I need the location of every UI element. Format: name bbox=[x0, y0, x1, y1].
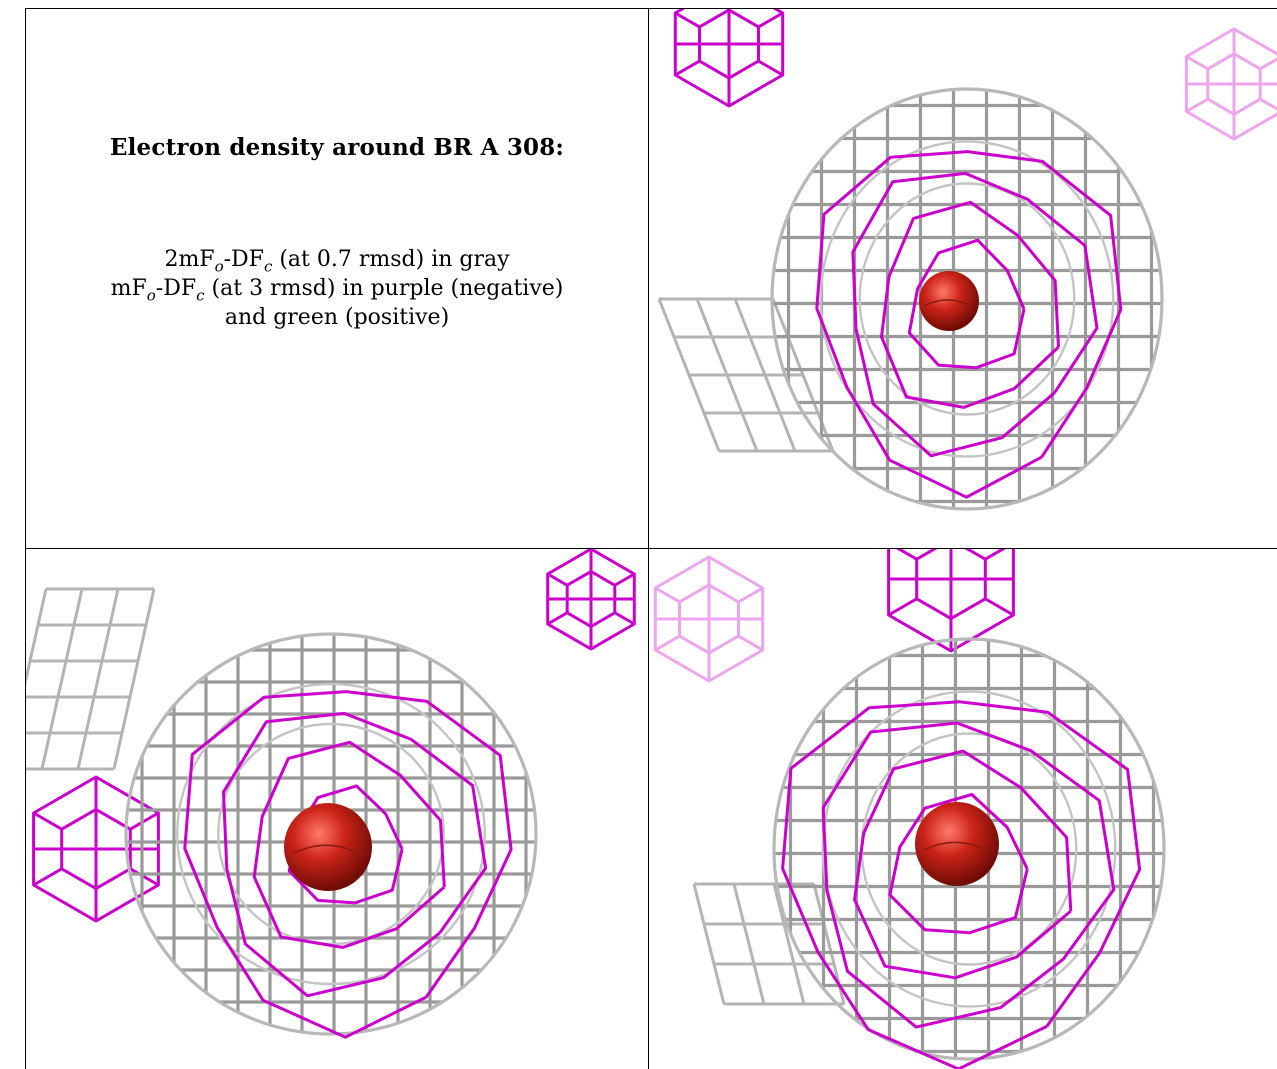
neighbor-cage-top bbox=[887, 549, 1015, 653]
neighbor-grid-left bbox=[657, 297, 835, 453]
caption-cell: Electron density around BR A 308: 2mFo-D… bbox=[26, 10, 648, 547]
neighbor-grid-upper-left bbox=[26, 587, 156, 771]
neighbor-cage-faded bbox=[653, 555, 765, 683]
view-top-right bbox=[649, 9, 1277, 548]
atom-br-facet bbox=[924, 299, 974, 308]
atom-br bbox=[919, 271, 979, 331]
density-fofc-negative-mesh bbox=[781, 700, 1142, 1069]
atom-br-facet bbox=[923, 841, 991, 854]
neighbor-cage-top-right bbox=[546, 549, 636, 651]
density-fofc-negative-mesh bbox=[815, 150, 1123, 499]
density-view-1 bbox=[657, 9, 1277, 511]
density-view-3 bbox=[653, 549, 1166, 1069]
neighbor-cage-faded bbox=[1184, 27, 1277, 141]
legend-line-positive: and green (positive) bbox=[224, 305, 450, 330]
view-bottom-right bbox=[649, 549, 1277, 1069]
density-view-2 bbox=[26, 549, 636, 1039]
neighbor-cage-top bbox=[673, 9, 785, 108]
legend-line-2fofc: 2mFo-DFc (at 0.7 rmsd) in gray bbox=[164, 247, 510, 276]
legend-line-fofc: mFo-DFc (at 3 rmsd) in purple (negative) bbox=[110, 276, 564, 305]
atom-br bbox=[915, 802, 999, 886]
rule-middle bbox=[25, 548, 1277, 549]
rule-left bbox=[25, 8, 26, 1069]
atom-br-facet bbox=[292, 844, 364, 857]
density-2fofc-mesh bbox=[770, 87, 1164, 511]
atom-br bbox=[284, 803, 372, 891]
rule-top bbox=[25, 8, 1277, 9]
view-bottom-left bbox=[26, 549, 648, 1069]
neighbor-cage-left bbox=[32, 775, 160, 923]
figure-title: Electron density around BR A 308: bbox=[109, 134, 565, 161]
rule-center bbox=[648, 8, 649, 1069]
